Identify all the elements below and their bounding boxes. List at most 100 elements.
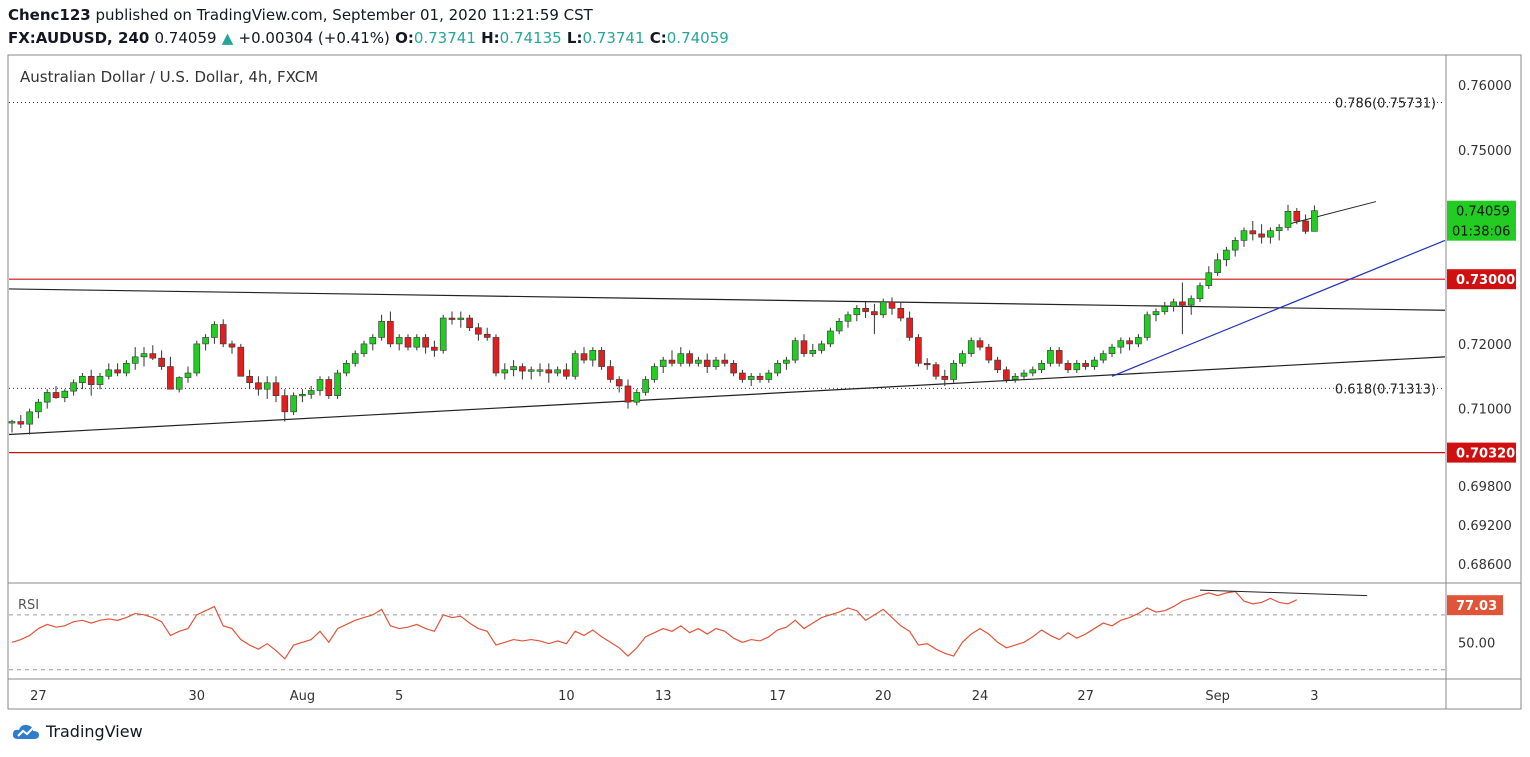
candle-body (897, 308, 905, 319)
candle-body (8, 421, 16, 424)
candle-body (404, 337, 412, 348)
publisher-name[interactable]: Chenc123 (8, 6, 91, 24)
chart-title: Australian Dollar / U.S. Dollar, 4h, FXC… (20, 68, 318, 86)
candle-body (615, 379, 623, 387)
candle-body (395, 337, 403, 345)
candle-body (1108, 346, 1116, 354)
candle-body (1082, 363, 1089, 367)
candle-body (800, 340, 808, 354)
candle-body (791, 340, 799, 361)
low-value: 0.73741 (582, 29, 645, 47)
candle-body (1055, 350, 1063, 364)
candle-body (1231, 240, 1239, 251)
rsi-tick-label: 50.00 (1458, 636, 1495, 651)
candle-body (932, 364, 940, 377)
y-tick-label: 0.75000 (1458, 144, 1512, 159)
rsi-divergence-line (1199, 589, 1368, 597)
countdown-label: 01:38:06 (1452, 225, 1510, 240)
candle-body (633, 392, 641, 403)
candle-body (1170, 301, 1177, 307)
x-tick-label: 20 (875, 689, 892, 704)
x-tick-label: 3 (1310, 689, 1318, 704)
candle-body (307, 390, 315, 395)
support-trendline (1111, 239, 1446, 377)
candle-body (1091, 359, 1098, 367)
candle-body (1099, 353, 1107, 361)
level-price-badge (1447, 442, 1516, 463)
candle-body (1126, 340, 1133, 345)
candle-body (1047, 350, 1054, 364)
candle-body (598, 350, 605, 367)
candle-body (263, 382, 271, 390)
candle-body (1011, 375, 1019, 380)
candle-body (413, 337, 421, 348)
upper-trendline (8, 288, 1446, 311)
x-tick-label: Aug (290, 689, 315, 704)
last-price-badge (1447, 200, 1516, 241)
price-change: +0.00304 (+0.41%) (238, 29, 390, 47)
candle-body (774, 363, 781, 374)
candle-body (1249, 230, 1257, 235)
candle-body (272, 382, 280, 396)
candle-body (527, 369, 535, 372)
candle-body (712, 359, 720, 367)
candle-body (158, 357, 165, 367)
candle-body (563, 369, 570, 377)
x-tick-label: 13 (655, 689, 672, 704)
open-value: 0.73741 (413, 29, 476, 47)
candle-body (1258, 233, 1265, 238)
candle-body (475, 327, 482, 335)
candle-body (1135, 337, 1142, 345)
candle-body (439, 317, 447, 351)
candle-body (853, 308, 861, 316)
candle-body (105, 369, 113, 377)
lower-trendline (8, 356, 1446, 436)
candle-body (642, 379, 649, 393)
candle-body (237, 346, 245, 377)
candle-body (35, 401, 42, 413)
candle-body (668, 359, 676, 364)
candle-body (730, 363, 737, 374)
candle-body (1223, 249, 1230, 261)
y-tick-label: 0.68600 (1458, 558, 1512, 573)
x-tick-label: 27 (30, 689, 47, 704)
fib-level-label: 0.786(0.75731) (1335, 97, 1436, 112)
x-tick-label: 5 (395, 689, 403, 704)
candle-body (184, 372, 192, 378)
candle-body (114, 369, 121, 374)
candle-body (827, 330, 834, 345)
candle-body (1038, 363, 1045, 371)
candle-body (369, 337, 377, 345)
candle-body (1064, 363, 1072, 371)
tradingview-cloud-icon (12, 724, 39, 739)
candle-body (1143, 314, 1151, 338)
candle-body (466, 317, 473, 329)
candle-body (70, 382, 77, 392)
x-tick-label: 17 (769, 689, 786, 704)
last-price: 0.74059 (154, 29, 217, 47)
candle-body (501, 369, 509, 374)
candle-body (492, 337, 500, 374)
candle-body (624, 385, 632, 403)
candle-body (140, 353, 148, 358)
candle-body (959, 353, 966, 364)
x-tick-label: 10 (558, 689, 575, 704)
candle-body (211, 324, 218, 338)
candle-body (695, 359, 702, 364)
tradingview-brand[interactable]: TradingView (12, 722, 143, 741)
publish-text: published on TradingView.com, September … (95, 6, 593, 24)
candle-body (483, 333, 491, 338)
x-tick-label: 24 (972, 689, 989, 704)
candle-body (976, 340, 984, 348)
candle-body (888, 301, 896, 309)
candle-body (87, 375, 95, 385)
candle-body (378, 320, 385, 338)
candle-body (844, 314, 852, 322)
candle-body (431, 346, 438, 351)
x-tick-label: 27 (1077, 689, 1094, 704)
candle-body (219, 324, 227, 345)
candle-body (334, 372, 341, 396)
candle-body (871, 311, 878, 316)
candle-body (906, 317, 913, 338)
